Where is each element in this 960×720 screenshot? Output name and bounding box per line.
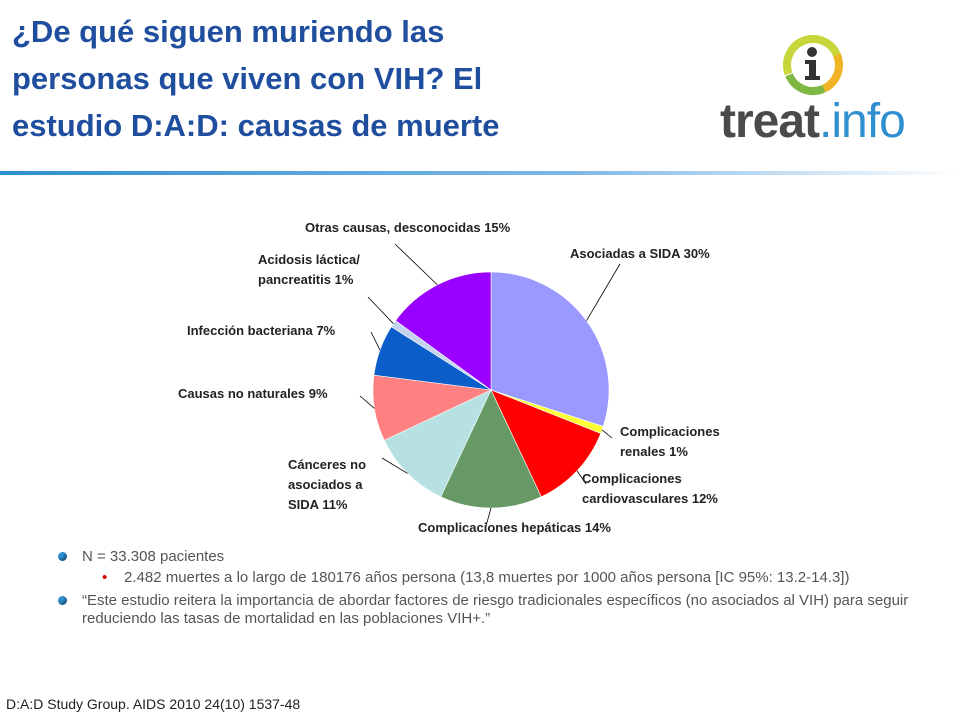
slice-label-line: Complicaciones hepáticas 14%: [418, 520, 611, 535]
leader-line: [381, 457, 408, 474]
slice-label-line: pancreatitis 1%: [258, 272, 354, 287]
slice-label: Otras causas, desconocidas 15%: [305, 220, 511, 235]
logo-text: treat.info: [720, 92, 906, 152]
treat-info-logo: treat.info: [720, 30, 920, 160]
info-i-icon: [783, 35, 843, 95]
slice-label-line: Cánceres no: [288, 457, 366, 472]
slice-label: Cánceres no asociados a SIDA 11%: [288, 457, 366, 512]
red-bullet-icon: •: [102, 569, 108, 586]
bullet-item: N = 33.308 pacientes: [58, 548, 918, 566]
leader-line: [367, 296, 394, 324]
slice-label: Complicaciones hepáticas 14%: [418, 520, 611, 535]
title-line-3: estudio D:A:D: causas de muerte: [12, 108, 500, 143]
page-title: ¿De qué siguen muriendo las personas que…: [12, 8, 692, 149]
slice-label-line: Asociadas a SIDA 30%: [570, 246, 710, 261]
citation-footer: D:A:D Study Group. AIDS 2010 24(10) 1537…: [6, 696, 301, 712]
slice-label-line: Causas no naturales 9%: [178, 386, 328, 401]
slice-label-line: Otras causas, desconocidas 15%: [305, 220, 511, 235]
bullet-dot-icon: [58, 596, 67, 605]
bullet-list: N = 33.308 pacientes • 2.482 muertes a l…: [58, 548, 918, 628]
slice-label: Complicaciones cardiovasculares 12%: [582, 471, 718, 506]
pie-slice: [490, 271, 610, 427]
title-line-1: ¿De qué siguen muriendo las: [12, 14, 445, 49]
pie-chart: Asociadas a SIDA 30% Complicaciones renale…: [178, 220, 720, 535]
slice-label-line: renales 1%: [620, 444, 688, 459]
slice-label-line: cardiovasculares 12%: [582, 491, 718, 506]
slice-label: Infección bacteriana 7%: [187, 323, 336, 338]
logo-text-light: .info: [819, 95, 906, 148]
leader-line: [485, 507, 492, 527]
slice-label-line: Acidosis láctica/: [258, 252, 360, 267]
leader-line: [359, 395, 375, 409]
leader-line: [586, 263, 621, 321]
leader-line: [370, 331, 381, 351]
leader-line: [576, 470, 587, 485]
bullet-text: N = 33.308 pacientes: [82, 548, 225, 565]
logo-text-bold: treat: [720, 95, 820, 148]
bullet-text: “Este estudio reitera la importancia de …: [82, 592, 909, 627]
slice-label: Acidosis láctica/pancreatitis 1%: [258, 252, 360, 287]
slice-label-line: Infección bacteriana 7%: [187, 323, 336, 338]
slice-label: Asociadas a SIDA 30%: [570, 246, 710, 261]
slice-label-line: Complicaciones: [582, 471, 682, 486]
slice-label: Complicaciones renales 1%: [620, 424, 720, 459]
title-line-2: personas que viven con VIH? El: [12, 61, 483, 96]
slice-label-line: asociados a: [288, 477, 363, 492]
pie-slice: [395, 271, 492, 391]
header-divider: [0, 171, 960, 175]
leader-line: [394, 243, 438, 286]
sub-bullet-item: • 2.482 muertes a lo largo de 180176 año…: [58, 569, 918, 587]
slice-label-line: Complicaciones: [620, 424, 720, 439]
slice-label-line: SIDA 11%: [288, 497, 348, 512]
bullet-dot-icon: [58, 552, 67, 561]
sub-bullet-text: 2.482 muertes a lo largo de 180176 años …: [124, 569, 850, 586]
bullet-item: “Este estudio reitera la importancia de …: [58, 592, 918, 628]
leader-line: [601, 429, 613, 439]
slice-label: Causas no naturales 9%: [178, 386, 328, 401]
